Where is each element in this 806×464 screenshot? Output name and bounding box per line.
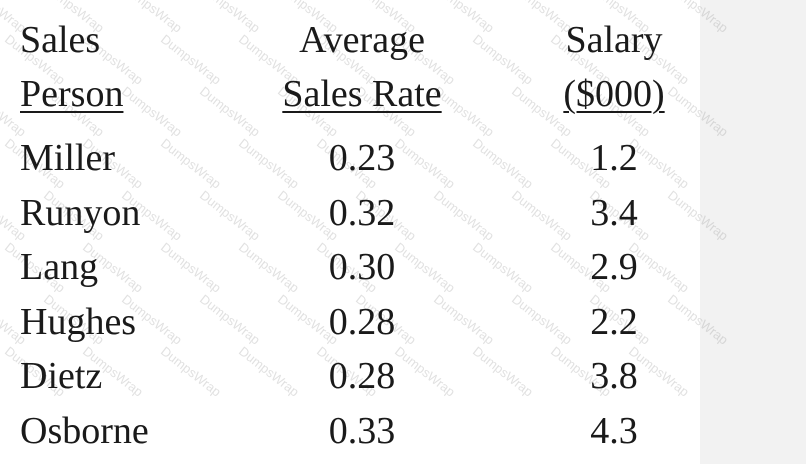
header-person: Person	[20, 73, 124, 115]
table-cell-rate: 0.28	[328, 355, 396, 397]
table-cell-rate: 0.30	[328, 246, 396, 288]
header-salary: Salary	[565, 19, 663, 61]
watermark-text: DumpsWrap	[158, 239, 224, 296]
table-cell-salary: 4.3	[590, 409, 638, 452]
table-cell-name: Lang	[20, 246, 99, 288]
watermark-text: DumpsWrap	[197, 187, 263, 244]
table-cell-rate: 0.32	[328, 191, 396, 234]
right-margin	[700, 0, 806, 464]
header-salary-unit: ($000)	[563, 73, 665, 115]
table-cell-name: Dietz	[20, 355, 103, 397]
table-cell-name: Hughes	[20, 300, 137, 343]
watermark-text: DumpsWrap	[197, 83, 263, 140]
watermark-text: DumpsWrap	[158, 31, 224, 88]
table-cell-rate: 0.33	[328, 409, 396, 452]
watermark-text: DumpsWrap	[197, 291, 263, 348]
table-cell-salary: 2.2	[590, 300, 638, 343]
watermark-text: DumpsWrap	[470, 135, 536, 192]
watermark-text: DumpsWrap	[470, 343, 536, 400]
header-average: Average	[299, 19, 425, 61]
watermark-text: DumpsWrap	[470, 239, 536, 296]
table-cell-name: Miller	[20, 137, 115, 179]
table-cell-rate: 0.23	[328, 137, 396, 179]
header-sales-rate: Sales Rate	[282, 73, 442, 115]
table-cell-salary: 1.2	[590, 137, 638, 179]
header-sales-rate-wrap: Sales Rate	[262, 74, 462, 114]
header-salary-unit-wrap: ($000)	[548, 74, 680, 114]
watermark-text: DumpsWrap	[119, 0, 185, 36]
table-cell-name: Runyon	[20, 191, 141, 234]
table-cell-salary: 3.8	[590, 355, 638, 397]
table-cell-rate: 0.28	[328, 300, 396, 343]
watermark-text: DumpsWrap	[158, 343, 224, 400]
table-cell-salary: 2.9	[590, 246, 638, 288]
header-sales: Sales	[20, 19, 101, 61]
watermark-text: DumpsWrap	[119, 83, 185, 140]
watermark-text: DumpsWrap	[470, 31, 536, 88]
table-cell-salary: 3.4	[590, 191, 638, 234]
watermark-text: DumpsWrap	[158, 135, 224, 192]
watermark-text: DumpsWrap	[197, 0, 263, 36]
table-cell-name: Osborne	[20, 409, 149, 452]
